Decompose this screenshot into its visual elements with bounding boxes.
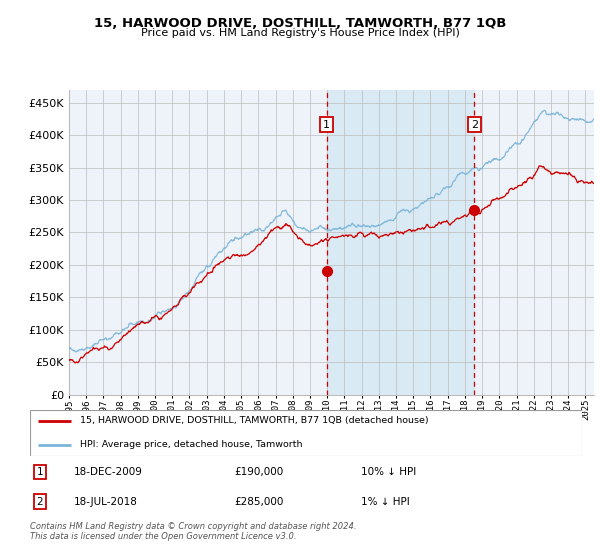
Text: 2: 2 bbox=[470, 120, 478, 130]
Text: £285,000: £285,000 bbox=[234, 497, 284, 507]
Text: 15, HARWOOD DRIVE, DOSTHILL, TAMWORTH, B77 1QB (detached house): 15, HARWOOD DRIVE, DOSTHILL, TAMWORTH, B… bbox=[80, 416, 428, 425]
Bar bbox=[326, 90, 474, 395]
Text: 2: 2 bbox=[37, 497, 43, 507]
Text: 1: 1 bbox=[323, 120, 330, 130]
Text: 18-JUL-2018: 18-JUL-2018 bbox=[74, 497, 138, 507]
Text: 10% ↓ HPI: 10% ↓ HPI bbox=[361, 467, 416, 477]
Text: Price paid vs. HM Land Registry's House Price Index (HPI): Price paid vs. HM Land Registry's House … bbox=[140, 28, 460, 38]
Text: £190,000: £190,000 bbox=[234, 467, 283, 477]
Text: 15, HARWOOD DRIVE, DOSTHILL, TAMWORTH, B77 1QB: 15, HARWOOD DRIVE, DOSTHILL, TAMWORTH, B… bbox=[94, 17, 506, 30]
FancyBboxPatch shape bbox=[30, 410, 582, 456]
Text: HPI: Average price, detached house, Tamworth: HPI: Average price, detached house, Tamw… bbox=[80, 440, 302, 450]
Text: Contains HM Land Registry data © Crown copyright and database right 2024.
This d: Contains HM Land Registry data © Crown c… bbox=[30, 522, 356, 542]
Text: 1: 1 bbox=[37, 467, 43, 477]
Text: 1% ↓ HPI: 1% ↓ HPI bbox=[361, 497, 410, 507]
Text: 18-DEC-2009: 18-DEC-2009 bbox=[74, 467, 143, 477]
